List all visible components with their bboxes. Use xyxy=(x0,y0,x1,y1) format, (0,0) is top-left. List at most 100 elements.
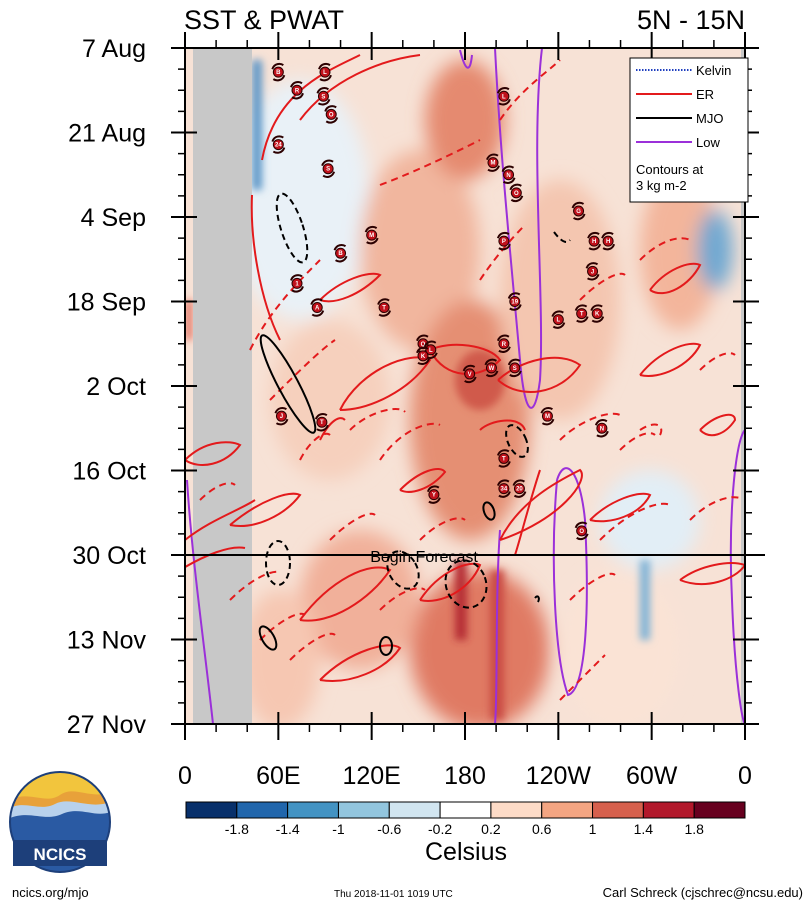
storm-marker: T xyxy=(314,413,329,432)
colorbar-swatch xyxy=(439,801,492,819)
storm-marker: J xyxy=(585,262,600,281)
storm-dot xyxy=(498,338,510,350)
storm-swirl-icon xyxy=(377,298,390,305)
storm-marker: O xyxy=(324,105,339,124)
storm-dot xyxy=(464,368,476,380)
storm-marker: W xyxy=(484,358,499,378)
storm-marker: A xyxy=(310,298,325,317)
storm-swirl-icon xyxy=(496,334,510,342)
storm-dot xyxy=(275,410,287,422)
storm-swirl-icon xyxy=(486,153,499,161)
storm-swirl-icon xyxy=(316,424,329,432)
storm-swirl-icon xyxy=(462,364,476,372)
storm-dot xyxy=(576,525,588,537)
storm-label: K xyxy=(421,354,426,360)
storm-marker: S xyxy=(321,159,336,178)
storm-swirl-icon xyxy=(426,485,440,493)
storm-swirl-icon xyxy=(366,237,379,245)
storm-label: T xyxy=(580,312,584,318)
storm-marker: T xyxy=(377,298,392,317)
storm-marker: R xyxy=(290,81,304,100)
y-tick-label: 13 Nov xyxy=(67,627,147,655)
colorbar-swatch xyxy=(287,801,339,819)
storm-dot xyxy=(498,235,510,247)
storm-marker: J xyxy=(274,406,289,426)
storm-label: 24 xyxy=(275,143,282,149)
storm-swirl-icon xyxy=(585,262,599,269)
legend-label: Low xyxy=(696,135,720,150)
storm-dot xyxy=(587,265,599,277)
storm-marker: R xyxy=(496,334,511,353)
storm-dot xyxy=(576,308,588,320)
storm-label: O xyxy=(329,112,334,118)
storm-label: T xyxy=(382,306,386,312)
storm-swirl-icon xyxy=(588,243,602,251)
storm-swirl-icon xyxy=(591,316,605,323)
storm-label: Y xyxy=(432,493,436,499)
storm-swirl-icon xyxy=(541,418,555,426)
storm-swirl-icon xyxy=(551,310,564,318)
legend-note-line2: 3 kg m-2 xyxy=(636,178,687,193)
storm-dot xyxy=(272,66,284,78)
storm-dot xyxy=(510,187,522,199)
colorbar-swatch xyxy=(185,801,238,819)
storm-swirl-icon xyxy=(509,304,522,311)
er-dashed-contours xyxy=(199,59,741,701)
colorbar-swatch xyxy=(541,801,594,819)
storm-swirl-icon xyxy=(496,449,510,456)
storm-label: M xyxy=(369,233,374,239)
storm-swirl-icon xyxy=(291,285,304,293)
storm-swirl-icon xyxy=(571,201,585,209)
storm-swirl-icon xyxy=(552,322,566,329)
colorbar-swatch xyxy=(693,801,746,819)
storm-dot xyxy=(428,489,440,501)
storm-marker: N xyxy=(501,165,516,184)
storm-label: T xyxy=(320,420,324,426)
storm-marker: H xyxy=(587,231,602,251)
storm-swirl-icon xyxy=(587,231,600,239)
colorbar-tick-label: 0.2 xyxy=(481,821,501,837)
storm-dot xyxy=(487,157,499,169)
storm-label: R xyxy=(295,88,300,94)
y-tick-label: 27 Nov xyxy=(67,711,147,739)
storm-marker: O xyxy=(574,521,589,541)
y-tick-label: 7 Aug xyxy=(82,35,146,63)
storm-marker: M xyxy=(486,153,500,172)
forecast-label: Begin Forecast xyxy=(370,549,478,566)
storm-label: V xyxy=(468,372,472,378)
storm-swirl-icon xyxy=(513,491,527,498)
storm-swirl-icon xyxy=(316,87,329,94)
storm-label: S xyxy=(321,94,325,100)
storm-swirl-icon xyxy=(596,430,609,438)
storm-swirl-icon xyxy=(498,243,511,251)
colorbar-tick-label: -1.8 xyxy=(225,821,249,837)
storm-swirl-icon xyxy=(576,533,589,541)
storm-dot xyxy=(513,483,525,495)
y-tick-label: 30 Oct xyxy=(72,542,146,570)
storm-label: N xyxy=(506,173,510,179)
colorbar-tick-label: -0.2 xyxy=(428,821,452,837)
storm-label: 19 xyxy=(511,300,518,306)
y-tick-label: 4 Sep xyxy=(81,204,146,232)
storm-label: R xyxy=(502,342,507,348)
storm-swirl-icon xyxy=(290,274,303,281)
ncics-logo xyxy=(9,771,111,873)
x-tick-label: 120W xyxy=(526,762,592,790)
x-tick-label: 180 xyxy=(444,762,486,790)
storm-label: L xyxy=(556,318,560,324)
storm-marker: V xyxy=(462,364,477,384)
storm-marker: M xyxy=(540,406,555,426)
storm-marker: B xyxy=(271,62,286,82)
storm-swirl-icon xyxy=(319,74,332,82)
storm-swirl-icon xyxy=(498,98,511,106)
mjo-contours xyxy=(258,334,540,656)
storm-swirl-icon xyxy=(576,316,589,323)
storm-marker: L xyxy=(551,310,566,329)
storm-dot xyxy=(378,302,390,314)
storm-swirl-icon xyxy=(321,159,334,167)
storm-dot xyxy=(602,235,614,247)
storm-swirl-icon xyxy=(510,195,524,203)
storm-marker: H xyxy=(601,231,616,251)
storm-dot xyxy=(552,314,564,326)
